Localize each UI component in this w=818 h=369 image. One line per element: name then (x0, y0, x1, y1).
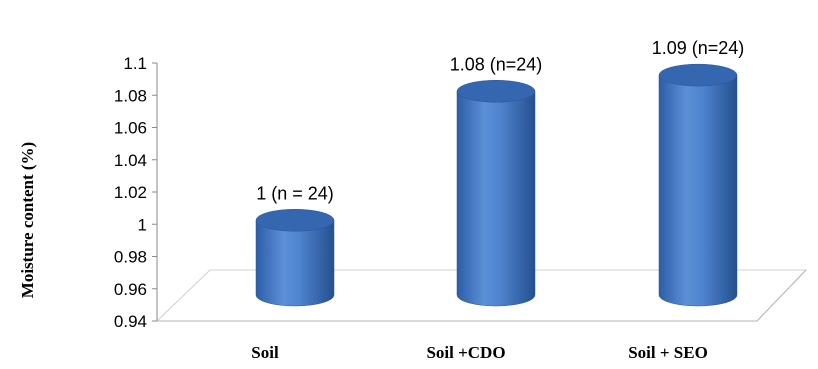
y-tick-label: 1.1 (123, 54, 147, 73)
data-labels: 1 (n = 24) 1.08 (n=24) 1.09 (n=24) (256, 38, 744, 203)
bar-top (456, 80, 536, 103)
category-label: Soil (251, 343, 279, 362)
y-tick-label: 1 (138, 215, 147, 234)
y-tick-label: 1.06 (114, 119, 147, 138)
bar (456, 80, 536, 307)
bars-group (255, 63, 738, 307)
y-tick-label: 1.02 (114, 183, 147, 202)
y-tick-label: 0.98 (114, 248, 147, 267)
bar-body (456, 91, 536, 307)
bar-body (255, 220, 335, 307)
bar (255, 209, 335, 307)
y-tick-label: 0.94 (114, 312, 147, 331)
y-tick-label: 0.96 (114, 280, 147, 299)
y-axis: 0.94 0.96 0.98 1 1.02 1.04 1.06 1.08 1.1 (114, 54, 158, 331)
y-axis-label: Moisture content (%) (18, 142, 37, 298)
bar (658, 63, 738, 307)
data-label: 1.08 (n=24) (450, 54, 543, 74)
bar-top (255, 209, 335, 232)
bar-top (658, 63, 738, 87)
y-tick-label: 1.08 (114, 86, 147, 105)
category-label: Soil + SEO (628, 343, 708, 362)
floor-right-edge (756, 269, 807, 322)
data-label: 1 (n = 24) (256, 183, 334, 203)
category-labels: Soil Soil +CDO Soil + SEO (251, 343, 708, 362)
data-label: 1.09 (n=24) (652, 38, 745, 58)
bar-body (658, 74, 738, 307)
y-tick-label: 1.04 (114, 151, 147, 170)
category-label: Soil +CDO (426, 343, 505, 362)
